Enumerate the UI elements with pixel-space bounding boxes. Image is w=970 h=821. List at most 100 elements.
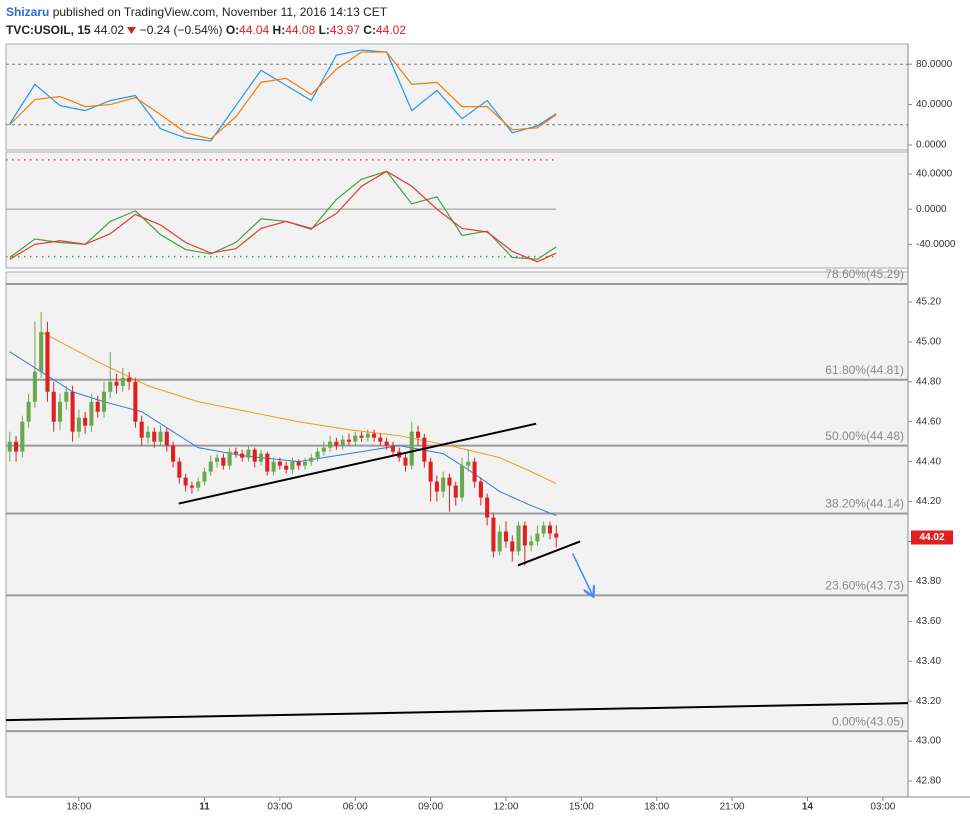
header: Shizaru published on TradingView.com, No… — [6, 3, 406, 39]
fib-label: 38.20%(44.14) — [825, 497, 904, 511]
x-tick-label: 12:00 — [493, 802, 518, 813]
indicator-line — [9, 49, 557, 142]
candle-body — [240, 453, 245, 458]
candle-body — [365, 433, 370, 438]
trend-line — [517, 540, 581, 567]
candle-body — [95, 401, 100, 412]
y-tick-label: 0.0000 — [916, 140, 947, 151]
candle-body — [277, 461, 282, 466]
candle-body — [246, 449, 251, 458]
candle-body — [183, 477, 188, 486]
y-tick-label: 40.0000 — [916, 99, 953, 110]
candle-body — [372, 433, 377, 438]
candle-body — [227, 451, 232, 466]
candle-body — [434, 481, 439, 492]
ohlc-key: L: — [318, 23, 330, 37]
candle-body — [472, 461, 477, 482]
candle-body — [340, 439, 345, 446]
candle-body — [547, 525, 553, 534]
candle-body — [265, 453, 270, 472]
candle-body — [384, 441, 389, 446]
candle-body — [346, 439, 352, 442]
x-tick-label: 18:00 — [66, 802, 91, 813]
last-price-badge — [911, 530, 953, 545]
fib-label: 50.00%(44.48) — [825, 429, 904, 443]
ohlc-value: 44.08 — [285, 23, 316, 37]
candle-body — [541, 525, 546, 534]
moving-average — [40, 331, 557, 485]
fib-label: 0.00%(43.05) — [832, 714, 904, 728]
indicator-line — [9, 51, 557, 140]
candle-body — [390, 445, 395, 452]
y-tick-label: 45.20 — [916, 297, 941, 308]
x-tick-label: 21:00 — [720, 802, 745, 813]
candle-body — [133, 381, 138, 422]
y-tick-label: 43.80 — [916, 576, 941, 587]
candle-body — [378, 437, 383, 442]
y-tick-label: 43.20 — [916, 696, 941, 707]
candle-body — [76, 417, 81, 432]
y-tick-label: 43.00 — [916, 736, 941, 747]
candle-body — [441, 477, 446, 492]
last: 44.02 — [94, 23, 125, 37]
candle-body — [428, 461, 433, 482]
candle-body — [416, 431, 421, 438]
candle-body — [453, 485, 458, 498]
candle-body — [70, 391, 75, 432]
candle-body — [535, 533, 540, 542]
candle-body — [57, 401, 63, 422]
candle-body — [189, 485, 194, 488]
candle-body — [334, 441, 339, 446]
ohlc-value: 43.97 — [329, 23, 360, 37]
candle-body — [478, 481, 483, 498]
candle-body — [171, 445, 176, 462]
ohlc-value: 44.02 — [375, 23, 406, 37]
candle-body — [196, 481, 201, 488]
panel-bg — [5, 271, 909, 798]
candle-body — [459, 465, 465, 498]
candle-body — [14, 441, 19, 452]
candle-body — [290, 461, 295, 470]
candle-body — [529, 541, 534, 546]
trend-line — [5, 702, 909, 722]
y-tick-label: 44.40 — [916, 456, 941, 467]
candle-body — [309, 457, 314, 462]
candle-body — [51, 391, 56, 422]
x-tick-label: 14 — [802, 802, 814, 813]
candle-body — [221, 457, 226, 466]
panel-bg — [5, 151, 909, 269]
down-icon — [127, 27, 137, 34]
candle-body — [32, 371, 37, 402]
indicator-line — [9, 170, 557, 263]
ohlc-key: C: — [363, 23, 376, 37]
candle-body — [139, 421, 144, 438]
x-tick-label: 18:00 — [644, 802, 669, 813]
panel-bg — [5, 43, 909, 151]
candle-body — [39, 331, 44, 372]
y-tick-label: 44.80 — [916, 376, 941, 387]
x-tick-label: 06:00 — [343, 802, 368, 813]
candle-body — [284, 465, 289, 470]
x-tick-label: 03:00 — [870, 802, 895, 813]
published: published on TradingView.com, November 1… — [52, 5, 388, 19]
candle-body — [114, 381, 119, 386]
candle-body — [152, 431, 157, 442]
ohlc-key: H: — [272, 23, 286, 37]
candle-body — [20, 421, 25, 452]
candle-body — [127, 377, 132, 382]
candle-body — [447, 477, 452, 486]
candle-body — [101, 391, 107, 412]
candle-body — [516, 525, 521, 552]
candle-body — [202, 471, 207, 482]
candle-body — [302, 461, 308, 466]
author: Shizaru — [6, 5, 50, 19]
x-tick-label: 11 — [199, 802, 210, 813]
x-tick-label: 03:00 — [267, 802, 292, 813]
ohlc-key: O: — [225, 23, 240, 37]
y-tick-label: 42.80 — [916, 776, 941, 787]
candle-body — [26, 401, 31, 422]
candle-body — [359, 435, 364, 438]
x-tick-label: 15:00 — [569, 802, 594, 813]
